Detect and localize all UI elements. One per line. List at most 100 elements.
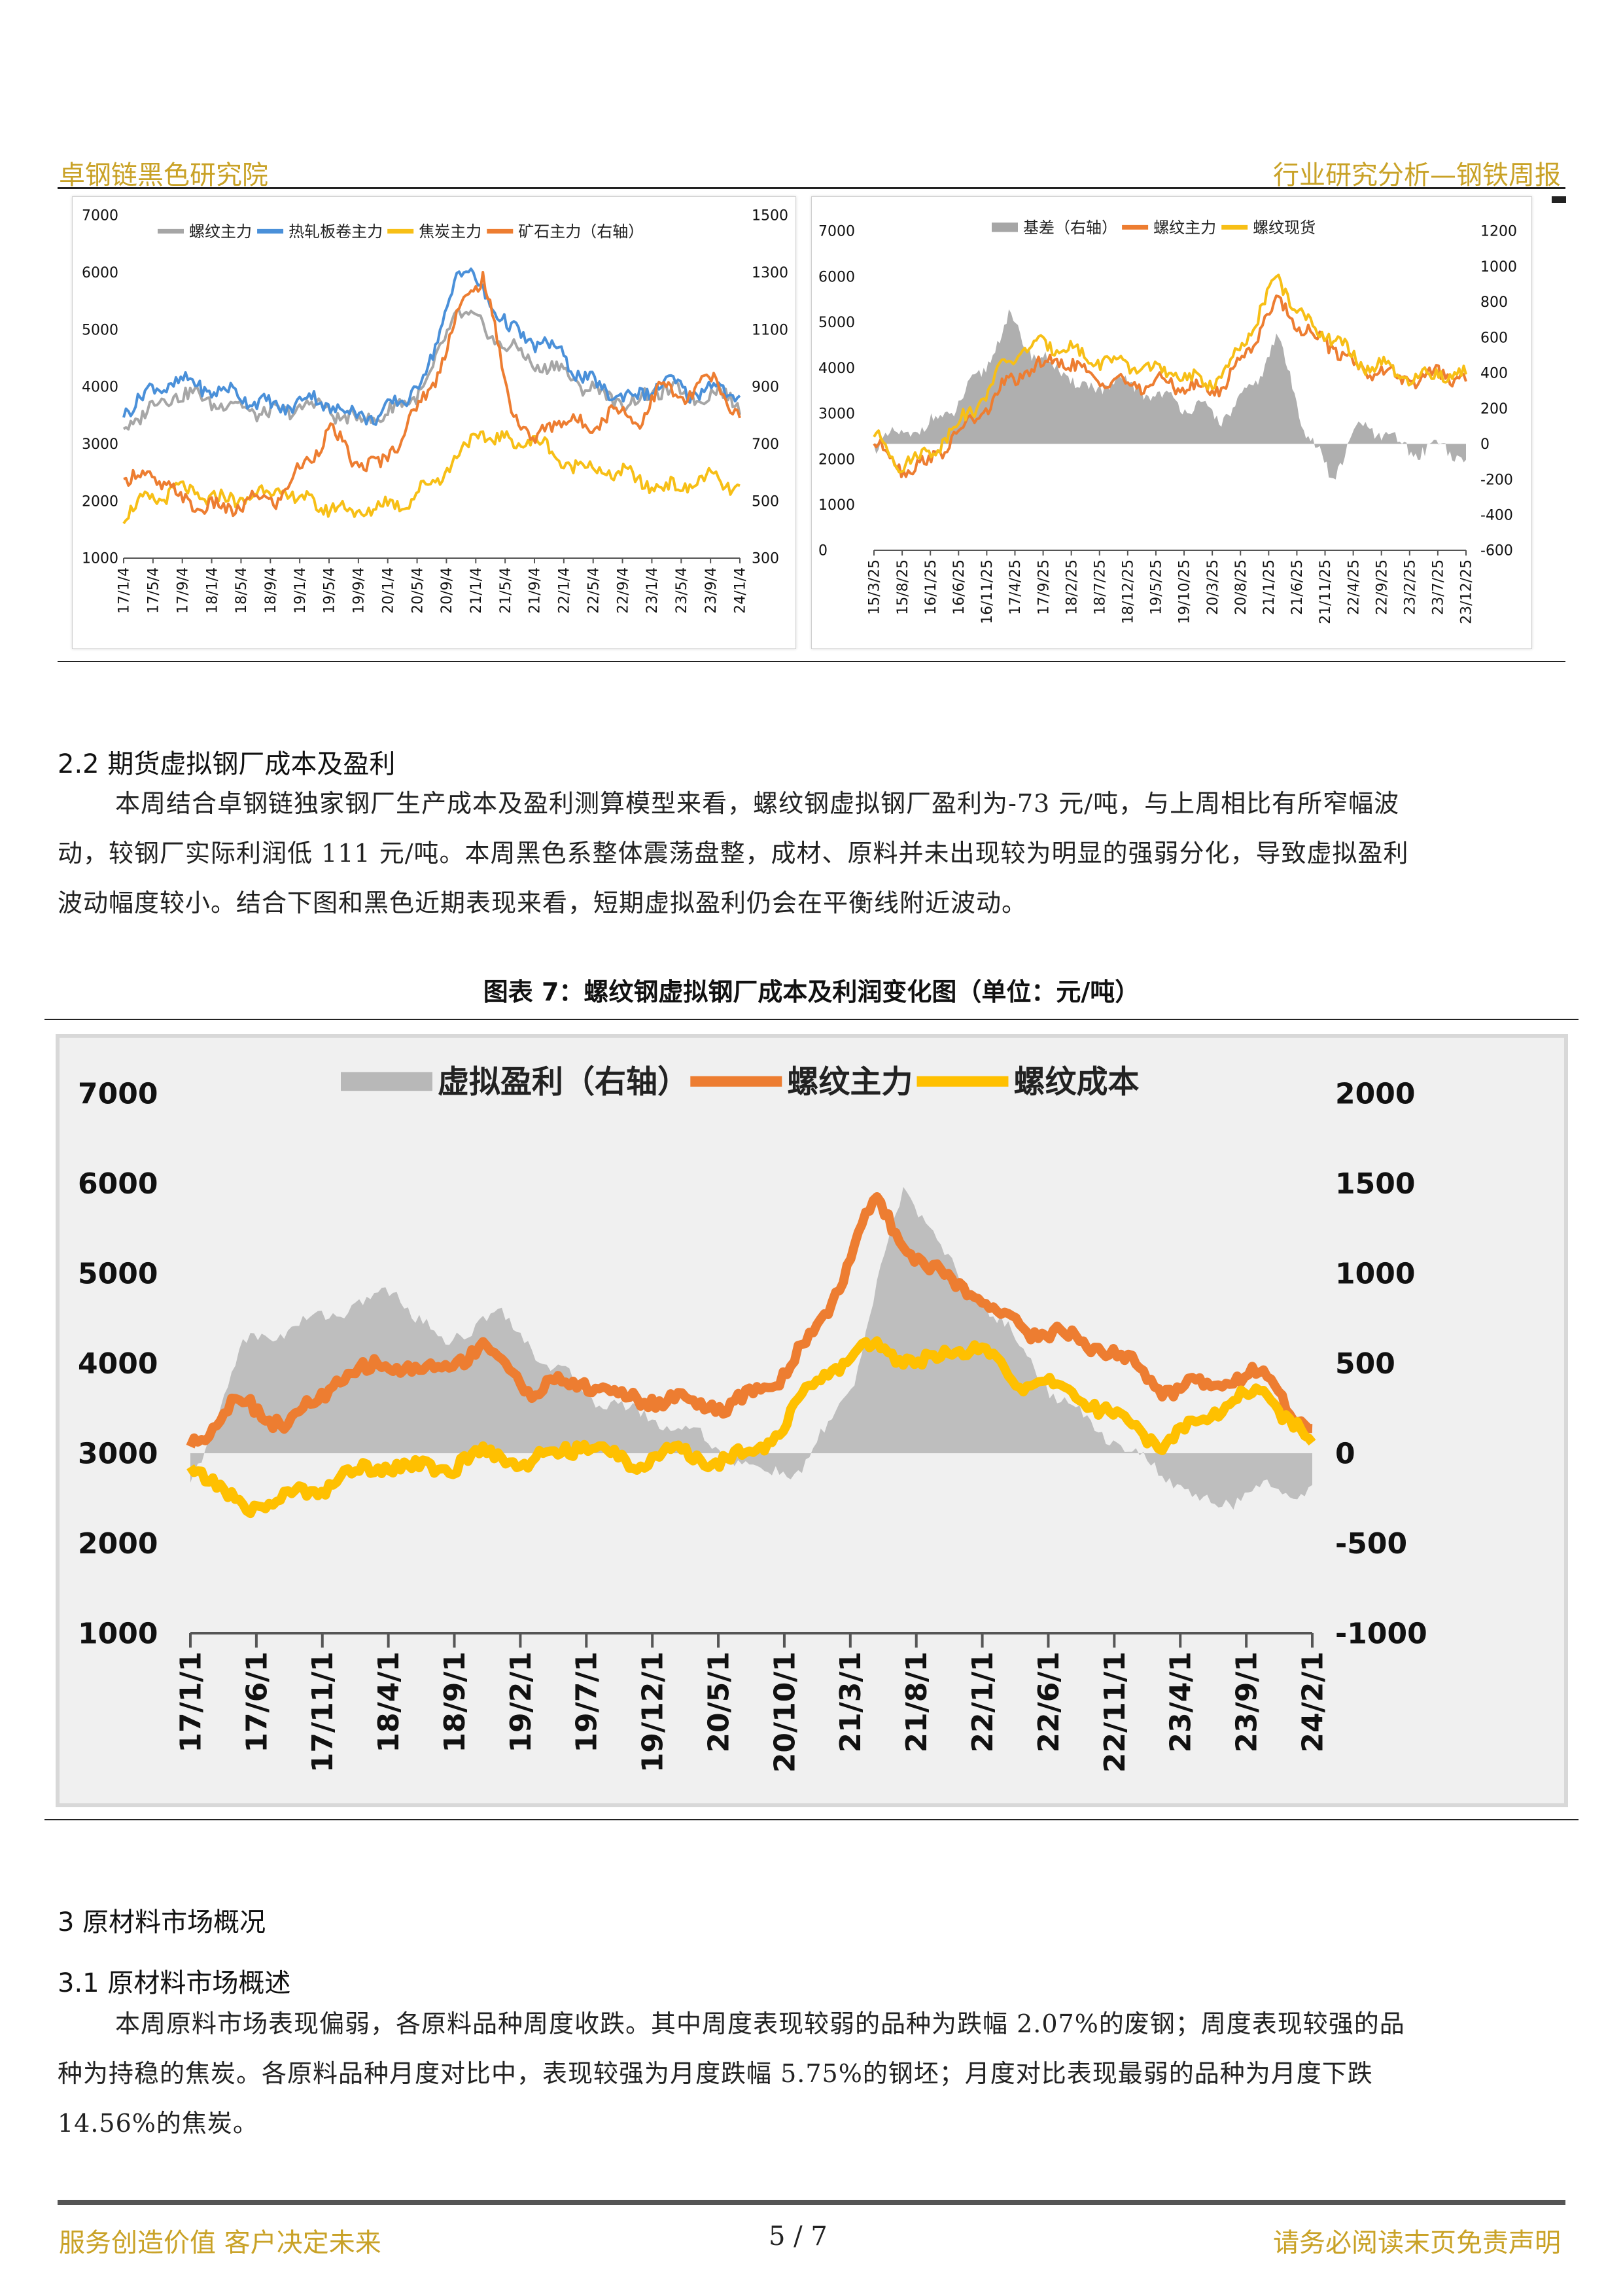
series-line (873, 294, 1467, 478)
y-right-tick-label: 1000 (1480, 259, 1517, 275)
y-left-tick-label: 1000 (78, 1617, 158, 1650)
y-left-tick-label: 2000 (78, 1527, 158, 1561)
y-left-tick-label: 7000 (78, 1077, 158, 1110)
x-tick-label: 21/1/25 (1261, 559, 1278, 615)
series-line (873, 274, 1467, 474)
y-left-tick-label: 7000 (818, 224, 855, 240)
legend-label: 螺纹成本 (1013, 1064, 1139, 1101)
x-tick-label: 20/5/4 (410, 567, 426, 614)
y-left-tick-label: 2000 (82, 493, 118, 510)
y-left-tick-label: 1000 (818, 497, 855, 514)
x-tick-label: 22/1/4 (557, 567, 573, 614)
x-tick-label: 17/9/25 (1036, 559, 1052, 615)
y-right-tick-label: 500 (1335, 1347, 1395, 1381)
x-tick-label: 18/5/4 (234, 567, 250, 614)
x-tick-label: 20/10/1 (768, 1651, 801, 1773)
para-line: 本周原料市场表现偏弱，各原料品种周度收跌。其中周度表现较弱的品种为跌幅 2.07… (115, 2009, 1405, 2038)
x-tick-label: 19/10/25 (1177, 559, 1193, 624)
y-right-tick-label: -1000 (1335, 1617, 1427, 1650)
section-3-1-title: 3.1 原材料市场概述 (58, 1968, 291, 1998)
para-line: 波动幅度较小。结合下图和黑色近期表现来看，短期虚拟盈利仍会在平衡线附近波动。 (58, 889, 1028, 917)
legend-label: 螺纹现货 (1253, 219, 1316, 237)
y-right-tick-label: 1500 (752, 208, 788, 224)
series-area (874, 309, 1466, 480)
legend-label: 基差（右轴） (1023, 219, 1117, 237)
chart-big-frame: 7000 6000 5000 4000 3000 2000 1000 2000 1500 1000… (56, 1034, 1568, 1807)
y-left-tick-label: 5000 (82, 322, 118, 338)
x-tick-label: 21/9/4 (527, 567, 544, 614)
x-tick-label: 22/4/25 (1346, 559, 1362, 615)
x-tick-label: 21/8/1 (900, 1651, 934, 1753)
series-line (122, 267, 741, 426)
y-right-tick-label: 2000 (1335, 1077, 1415, 1110)
x-tick-label: 17/11/1 (306, 1651, 340, 1773)
x-tick-label: 19/5/4 (322, 567, 338, 614)
chart-row-rule (58, 661, 1565, 662)
y-right-tick-label: -400 (1480, 507, 1513, 523)
series-line (186, 1336, 1316, 1519)
section-2-2-body: 本周结合卓钢链独家钢厂生产成本及盈利测算模型来看，螺纹钢虚拟钢厂盈利为-73 元… (58, 779, 1575, 928)
x-tick-label: 17/9/4 (175, 567, 191, 614)
para-line: 本周结合卓钢链独家钢厂生产成本及盈利测算模型来看，螺纹钢虚拟钢厂盈利为-73 元… (115, 789, 1400, 818)
y-right-tick-label: 600 (1480, 330, 1508, 346)
para-line: 14.56%的焦炭。 (58, 2109, 258, 2138)
chart-right: 7000600050004000300020001000012001000800… (818, 219, 1517, 624)
y-right-tick-label: 1100 (752, 322, 788, 338)
y-left-tick-label: 3000 (818, 406, 855, 423)
section-3-1-body: 本周原料市场表现偏弱，各原料品种周度收跌。其中周度表现较弱的品种为跌幅 2.07… (58, 1999, 1575, 2148)
chart-left-frame: 7000 6000 5000 4000 3000 2000 1000 1500 1300 1100… (72, 196, 796, 649)
legend-swatch (992, 222, 1018, 232)
x-tick-label: 22/1/1 (966, 1651, 1000, 1753)
x-tick-label: 23/9/1 (1230, 1651, 1264, 1753)
x-tick-label: 23/9/4 (703, 567, 720, 614)
y-left-tick-label: 0 (818, 543, 828, 559)
x-tick-label: 15/8/25 (895, 559, 911, 615)
x-tick-label: 22/11/1 (1098, 1651, 1132, 1773)
x-tick-label: 23/7/25 (1431, 559, 1447, 615)
x-tick-label: 18/7/25 (1092, 559, 1108, 615)
x-tick-label: 18/9/1 (438, 1651, 472, 1753)
x-tick-label: 16/1/25 (923, 559, 939, 615)
header-right: 行业研究分析—钢铁周报 (1273, 160, 1561, 190)
y-left-tick-label: 4000 (78, 1347, 158, 1381)
x-tick-label: 21/3/1 (834, 1651, 867, 1753)
x-tick-label: 17/4/25 (1007, 559, 1024, 615)
figure7-bottom-rule (44, 1819, 1579, 1820)
y-right-tick-label: -500 (1335, 1527, 1407, 1561)
x-tick-label: 17/6/1 (240, 1651, 273, 1753)
x-tick-label: 20/3/25 (1205, 559, 1221, 615)
y-left-tick-label: 4000 (818, 361, 855, 377)
x-tick-label: 21/1/4 (468, 567, 485, 614)
chart-left: 7000 6000 5000 4000 3000 2000 1000 1500 1300 1100… (82, 208, 788, 614)
header-mark (1552, 196, 1566, 203)
y-right-tick-label: 400 (1480, 366, 1508, 382)
x-tick-label: 20/5/1 (702, 1651, 735, 1753)
y-left-tick-label: 3000 (82, 436, 118, 453)
legend-label: 螺纹主力 (787, 1064, 913, 1101)
y-right-tick-label: 1300 (752, 265, 788, 281)
y-left-tick-label: 4000 (82, 380, 118, 396)
x-tick-label: 23/2/25 (1403, 559, 1419, 615)
x-tick-label: 24/2/1 (1296, 1651, 1329, 1753)
x-tick-label: 16/11/25 (979, 559, 996, 624)
y-right-tick-label: 300 (752, 551, 779, 567)
y-right-tick-label: 900 (752, 380, 779, 396)
figure7-top-rule (44, 1019, 1579, 1020)
x-tick-label: 17/1/1 (174, 1651, 207, 1753)
figure7-caption: 图表 7：螺纹钢虚拟钢厂成本及利润变化图（单位：元/吨） (483, 978, 1140, 1006)
header-left: 卓钢链黑色研究院 (59, 160, 268, 190)
y-right-tick-label: 800 (1480, 294, 1508, 311)
y-right-tick-label: 0 (1335, 1437, 1355, 1470)
chart-big: 7000600050004000300020001000200015001000… (78, 1064, 1427, 1773)
para-line: 种为持稳的焦炭。各原料品种月度对比中，表现较强为月度跌幅 5.75%的钢坯；月度… (58, 2059, 1373, 2088)
x-tick-label: 19/5/25 (1149, 559, 1165, 615)
x-tick-label: 17/5/4 (146, 567, 162, 614)
x-tick-label: 23/4/1 (1164, 1651, 1198, 1753)
x-tick-label: 21/5/4 (498, 567, 514, 614)
x-tick-label: 23/12/25 (1459, 559, 1475, 624)
legend-swatch (341, 1072, 432, 1091)
footer-right: 请务必阅读末页免责声明 (1273, 2228, 1561, 2258)
section-2-2-title: 2.2 期货虚拟钢厂成本及盈利 (58, 749, 396, 779)
footer-left: 服务创造价值 客户决定未来 (59, 2228, 381, 2258)
x-tick-label: 24/1/4 (733, 567, 749, 614)
